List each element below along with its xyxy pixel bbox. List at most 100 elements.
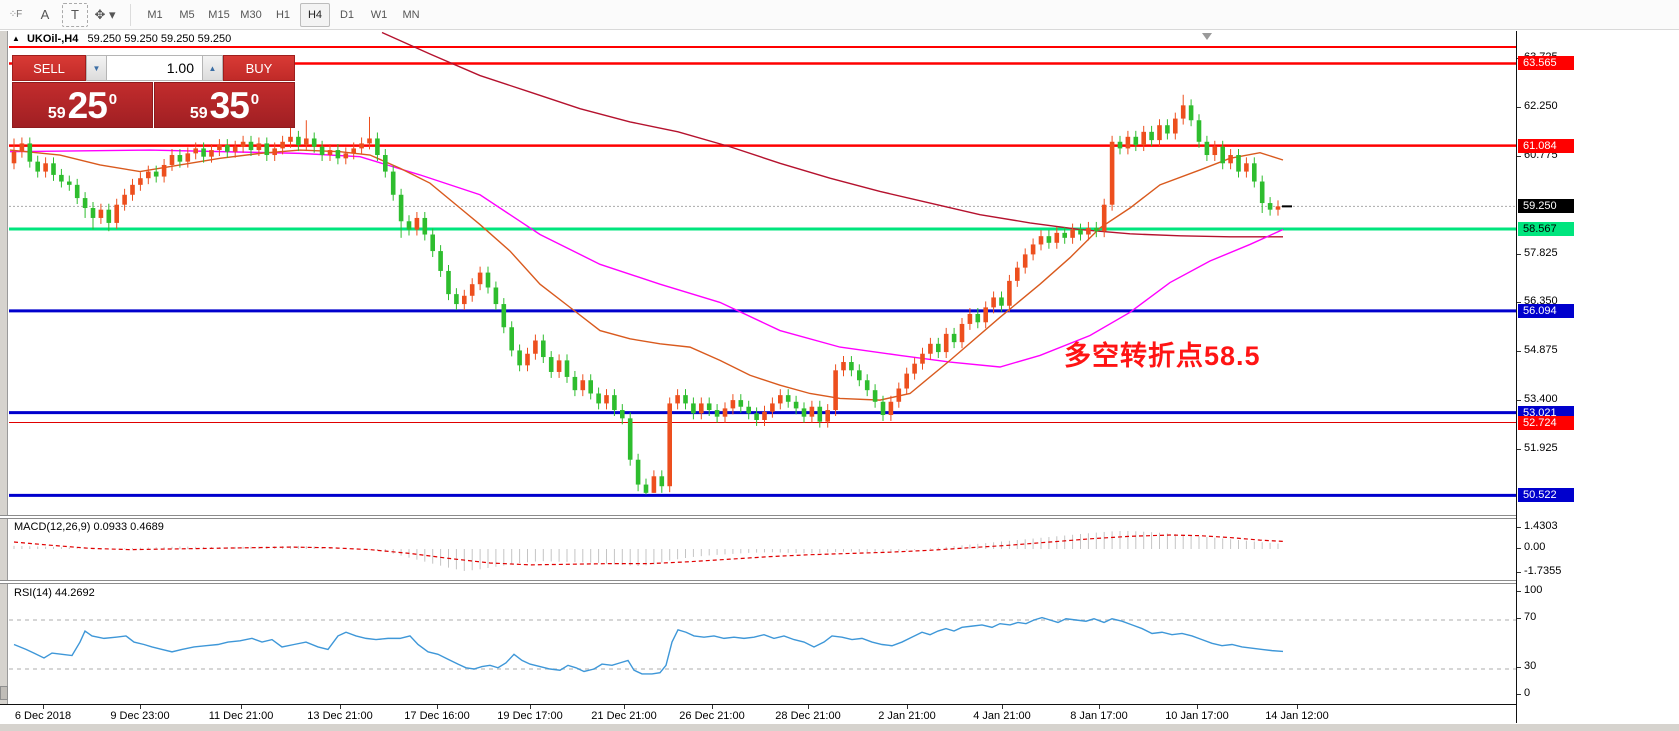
candle-body — [1220, 146, 1225, 164]
chart-expander-icon[interactable]: ▲ — [12, 34, 20, 43]
buy-button[interactable]: BUY — [223, 55, 295, 81]
candle-body — [51, 163, 56, 175]
candle-body — [1109, 141, 1115, 205]
candle-body — [82, 198, 88, 209]
price-tick-label: 57.825 — [1524, 246, 1558, 259]
candle-body — [1133, 136, 1139, 146]
sell-price-display[interactable]: 59 25 0 — [12, 82, 153, 128]
text-box-icon[interactable]: T — [62, 2, 88, 27]
candle-body — [991, 297, 996, 308]
volume-decrement-button[interactable]: ▼ — [86, 55, 107, 81]
panel-divider[interactable] — [0, 515, 1679, 519]
timeframe-button-D1[interactable]: D1 — [339, 8, 355, 21]
panel-divider[interactable] — [0, 580, 1679, 584]
candle-body — [983, 307, 988, 323]
date-tick — [241, 705, 242, 709]
candle-body — [1015, 267, 1020, 281]
candle-body — [888, 401, 894, 416]
candle-body — [1196, 120, 1202, 142]
candle-body — [936, 343, 941, 353]
candle-body — [1204, 141, 1210, 156]
candle-body — [959, 323, 965, 343]
candle-body — [548, 357, 554, 372]
time-axis[interactable]: 6 Dec 2018 9 Dec 23:00 11 Dec 21:00 13 Dec … — [0, 704, 1516, 724]
axis-tick — [1517, 694, 1521, 695]
candle-body — [714, 410, 720, 417]
candle-body — [130, 184, 135, 195]
sell-button[interactable]: SELL — [12, 55, 86, 81]
timeframe-button-M1[interactable]: M1 — [147, 8, 163, 21]
candle-body — [1007, 280, 1012, 306]
timeframe-button-H1[interactable]: H1 — [275, 8, 291, 21]
candle-body — [351, 148, 356, 154]
buy-price-display[interactable]: 59 35 0 — [154, 82, 295, 128]
timeframe-button-M30[interactable]: M30 — [240, 8, 262, 21]
timeframe-button-M15[interactable]: M15 — [208, 8, 230, 21]
axis-tick — [1517, 572, 1521, 573]
price-axis[interactable]: 63.72562.25060.77557.82556.35054.87553.4… — [1516, 31, 1679, 723]
candle-body — [667, 403, 672, 487]
timeframe-button-W1[interactable]: W1 — [370, 8, 388, 21]
candle-body — [193, 148, 198, 154]
candle-body — [217, 145, 222, 151]
volume-increment-button[interactable]: ▲ — [202, 55, 223, 81]
candle-body — [951, 333, 957, 343]
price-badge-50.522: 50.522 — [1518, 488, 1574, 503]
timeframe-button-H4[interactable]: H4 — [300, 2, 330, 27]
candle-body — [1212, 146, 1218, 156]
candle-body — [651, 476, 657, 493]
candle-body — [1101, 204, 1107, 232]
candle-body — [1180, 105, 1186, 119]
candle-body — [635, 459, 641, 485]
candle-body — [446, 270, 451, 295]
candle-body — [793, 401, 799, 409]
crosshair-grid-icon[interactable]: ⁘F — [8, 9, 23, 20]
candle-body — [343, 153, 349, 159]
date-tick — [1197, 705, 1198, 709]
rsi-label: RSI(14) 44.2692 — [14, 587, 95, 599]
candle-body — [477, 272, 483, 285]
main-chart-canvas[interactable] — [9, 31, 1516, 516]
draw-objects-icon[interactable]: ✥ ▾ — [94, 6, 116, 22]
candle-body — [1086, 227, 1091, 235]
date-tick — [1099, 705, 1100, 709]
date-tick-label: 13 Dec 21:00 — [307, 710, 373, 722]
axis-tick — [1517, 400, 1521, 402]
macd-panel-canvas[interactable] — [9, 519, 1516, 581]
candle-body — [454, 294, 459, 305]
timeframe-button-MN[interactable]: MN — [402, 8, 420, 21]
volume-input[interactable]: 1.00 — [107, 55, 202, 81]
autoscroll-marker-icon[interactable] — [1202, 33, 1212, 40]
candle-body — [406, 221, 412, 230]
candle-body — [943, 333, 949, 353]
text-label-icon[interactable]: A — [40, 7, 50, 22]
date-tick — [1297, 705, 1298, 709]
candle-body — [809, 406, 815, 417]
sell-price-prefix: 59 — [47, 105, 66, 122]
axis-tick — [1517, 107, 1521, 108]
date-tick — [808, 705, 809, 709]
candle-body — [857, 370, 862, 381]
chart-symbol: UKOil-,H4 — [26, 33, 79, 45]
window-bottom-strip — [0, 724, 1679, 731]
date-tick — [907, 705, 908, 709]
candle-body — [27, 143, 33, 162]
candle-body — [383, 155, 388, 172]
candle-body — [999, 297, 1004, 306]
candle-body — [414, 217, 420, 230]
candle-body — [517, 350, 522, 366]
timeframe-button-M5[interactable]: M5 — [179, 8, 195, 21]
price-tick-label: 62.250 — [1524, 100, 1558, 112]
macd-axis-label: 0.00 — [1524, 541, 1546, 553]
chart-quotes: 59.250 59.250 59.250 59.250 — [87, 33, 232, 45]
scrollbar-thumb[interactable] — [0, 686, 8, 700]
candle-body — [59, 174, 64, 182]
candle-body — [612, 395, 617, 411]
candle-body — [98, 209, 104, 218]
candle-body — [430, 234, 435, 252]
date-tick — [624, 705, 625, 709]
candle-body — [177, 155, 183, 162]
candle-body — [904, 373, 909, 389]
rsi-panel-canvas[interactable] — [9, 584, 1516, 704]
